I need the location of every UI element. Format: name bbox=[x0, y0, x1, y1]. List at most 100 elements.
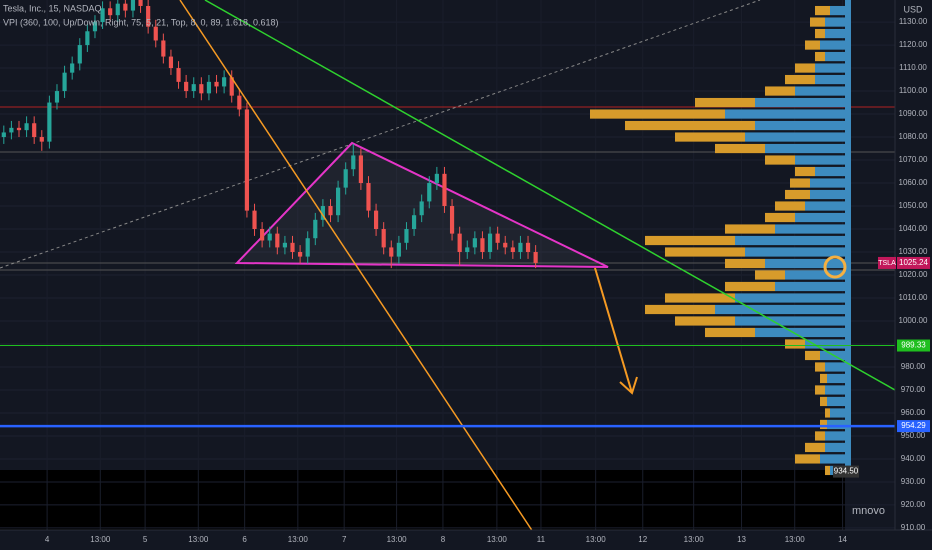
price-label-box bbox=[897, 339, 930, 352]
candle-body bbox=[260, 229, 265, 241]
profile-down bbox=[785, 189, 810, 200]
price-label: 1025.24 bbox=[899, 258, 928, 267]
profile-down bbox=[825, 465, 830, 476]
y-tick-label: 1040.00 bbox=[899, 224, 928, 233]
y-tick-label: 1010.00 bbox=[899, 293, 928, 302]
candle-body bbox=[533, 252, 538, 263]
candle-body bbox=[77, 45, 82, 64]
profile-down bbox=[715, 143, 765, 154]
candle-body bbox=[358, 155, 363, 184]
profile-up bbox=[765, 143, 845, 154]
candle-body bbox=[92, 22, 98, 32]
profile-up bbox=[795, 155, 845, 165]
x-tick-label: 13:00 bbox=[487, 535, 508, 544]
profile-up bbox=[755, 327, 845, 338]
candle-body bbox=[32, 123, 37, 138]
candle-body bbox=[191, 84, 196, 92]
profile-up bbox=[827, 373, 845, 384]
candle-body bbox=[313, 219, 318, 239]
candle-body bbox=[108, 8, 113, 16]
candle-body bbox=[1, 132, 6, 138]
candle-body bbox=[138, 0, 143, 6]
candle-body bbox=[343, 169, 348, 188]
profile-up bbox=[805, 201, 845, 211]
y-tick-label: 1000.00 bbox=[899, 316, 928, 325]
profile-up bbox=[735, 293, 845, 303]
candle-body bbox=[130, 0, 136, 11]
candle-body bbox=[472, 238, 477, 248]
price-axis bbox=[895, 0, 932, 550]
price-label-box bbox=[897, 256, 930, 269]
profile-up bbox=[825, 385, 845, 395]
x-tick-label: 13:00 bbox=[188, 535, 209, 544]
profile-down bbox=[815, 51, 825, 62]
symbol-tag-box bbox=[878, 256, 896, 269]
profile-down bbox=[815, 431, 825, 441]
x-tick-label: 4 bbox=[45, 535, 50, 544]
y-tick-label: 1060.00 bbox=[899, 178, 928, 187]
candle-body bbox=[153, 26, 158, 41]
currency: USD bbox=[903, 4, 923, 14]
profile-down bbox=[765, 86, 795, 96]
candle-body bbox=[222, 77, 227, 87]
profile-down bbox=[725, 281, 775, 292]
profile-up bbox=[815, 166, 845, 177]
x-tick-label: 6 bbox=[242, 535, 247, 544]
profile-up bbox=[765, 258, 845, 269]
candle-body bbox=[100, 8, 105, 23]
candle-body bbox=[115, 3, 120, 16]
time-axis bbox=[0, 530, 932, 550]
profile-up bbox=[830, 408, 845, 418]
y-tick-label: 1110.00 bbox=[899, 63, 927, 72]
profile-down bbox=[820, 396, 827, 407]
candle-body bbox=[525, 242, 531, 253]
candle-body bbox=[39, 137, 44, 142]
profile-down bbox=[665, 293, 735, 303]
profile-up bbox=[815, 63, 845, 73]
profile-up bbox=[825, 51, 845, 62]
y-tick-label: 1070.00 bbox=[899, 155, 928, 164]
candle-body bbox=[305, 238, 310, 257]
candle-body bbox=[396, 242, 401, 257]
candle-body bbox=[161, 40, 166, 57]
profile-down bbox=[810, 17, 825, 27]
profile-up bbox=[735, 235, 845, 246]
candle-body bbox=[16, 127, 22, 131]
profile-up bbox=[745, 247, 845, 257]
x-tick-label: 13 bbox=[737, 535, 746, 544]
profile-axis bbox=[845, 0, 851, 470]
candle-body bbox=[206, 81, 212, 94]
y-tick-label: 1120.00 bbox=[899, 40, 928, 49]
profile-up bbox=[820, 454, 845, 464]
orange-trendline bbox=[179, 0, 546, 550]
dark-zone bbox=[0, 470, 845, 530]
target-arrow bbox=[594, 267, 638, 395]
candle-body bbox=[419, 201, 424, 216]
y-tick-label: 950.00 bbox=[901, 431, 926, 440]
candle-body bbox=[351, 155, 356, 170]
candle-body bbox=[123, 3, 128, 11]
candle-body bbox=[404, 229, 409, 243]
profile-up bbox=[755, 120, 845, 131]
y-tick-label: 1130.00 bbox=[899, 17, 928, 26]
candle-body bbox=[199, 84, 204, 94]
candle-body bbox=[168, 56, 174, 69]
profile-down bbox=[665, 247, 745, 257]
price-label: 934.50 bbox=[834, 467, 859, 476]
candle-body bbox=[495, 233, 500, 243]
x-tick-label: 7 bbox=[342, 535, 347, 544]
candle-body bbox=[184, 81, 189, 92]
x-tick-label: 13:00 bbox=[288, 535, 309, 544]
candle-body bbox=[85, 31, 90, 46]
candle-body bbox=[480, 238, 485, 253]
candle-body bbox=[9, 127, 14, 133]
profile-down bbox=[820, 419, 827, 430]
x-tick-label: 14 bbox=[838, 535, 847, 544]
profile-up bbox=[745, 132, 845, 142]
profile-down bbox=[695, 97, 755, 108]
profile-down bbox=[645, 304, 715, 315]
candle-body bbox=[146, 5, 151, 27]
y-tick-label: 910.00 bbox=[901, 523, 926, 532]
profile-down bbox=[805, 350, 820, 361]
candle-body bbox=[244, 109, 250, 211]
